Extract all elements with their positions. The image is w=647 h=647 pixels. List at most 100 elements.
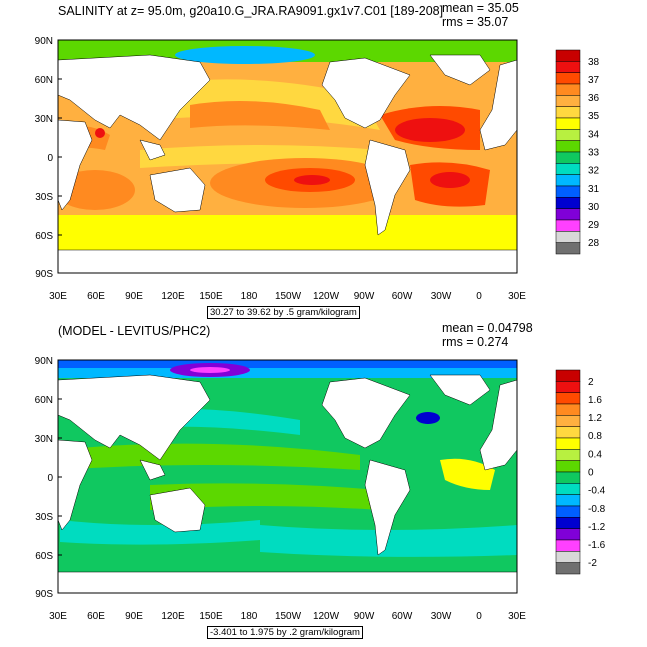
colorbar-swatch bbox=[555, 460, 581, 473]
y-tick-label: 60S bbox=[35, 231, 53, 242]
colorbar-swatch bbox=[555, 551, 581, 563]
x-tick-label: 120E bbox=[161, 291, 185, 302]
y-tick-label: 30S bbox=[35, 512, 53, 523]
colorbar-swatch bbox=[555, 83, 581, 96]
x-tick-label: 0 bbox=[476, 611, 482, 622]
colorbar-label: 31 bbox=[588, 184, 600, 195]
south-pacific-band bbox=[150, 483, 380, 510]
arctic-fresh-patch bbox=[175, 46, 315, 64]
colorbar-label: -1.2 bbox=[588, 522, 606, 533]
colorbar-swatch bbox=[555, 426, 581, 439]
mean-label: mean = 0.04798 bbox=[442, 321, 533, 335]
x-tick-label: 90W bbox=[354, 611, 375, 622]
x-tick-label: 30W bbox=[431, 291, 452, 302]
colorbar-label: 1.6 bbox=[588, 395, 602, 406]
colorbar-swatch bbox=[555, 49, 581, 62]
rms-label: rms = 0.274 bbox=[442, 335, 509, 349]
x-tick-label: 90E bbox=[125, 611, 143, 622]
x-tick-label: 60W bbox=[392, 611, 413, 622]
x-tick-label: 30E bbox=[508, 291, 526, 302]
colorbar-swatch bbox=[555, 72, 581, 85]
colorbar-label: 34 bbox=[588, 129, 600, 140]
x-tick-label: 0 bbox=[476, 291, 482, 302]
colorbar-label: 30 bbox=[588, 202, 600, 213]
colorbar-label: 0.8 bbox=[588, 431, 602, 442]
x-tick-label: 120W bbox=[313, 291, 340, 302]
colorbar-swatch bbox=[555, 449, 581, 461]
colorbar-swatch bbox=[555, 483, 581, 495]
colorbar-swatch bbox=[555, 106, 581, 119]
colorbar-label: 38 bbox=[588, 57, 600, 68]
x-tick-label: 90W bbox=[354, 291, 375, 302]
colorbar-swatch bbox=[555, 208, 581, 221]
x-tick-label: 150W bbox=[275, 291, 302, 302]
colorbar-label: 0 bbox=[588, 468, 594, 479]
colorbar-swatch bbox=[555, 471, 581, 484]
continents bbox=[58, 374, 517, 593]
colorbar-swatch bbox=[555, 117, 581, 130]
colorbar-swatch bbox=[555, 539, 581, 552]
southern-band-1 bbox=[60, 520, 260, 545]
southern-band-2 bbox=[260, 525, 517, 557]
colorbar-swatch bbox=[555, 140, 581, 153]
y-tick-label: 60N bbox=[35, 395, 53, 406]
colorbar-label: 37 bbox=[588, 75, 600, 86]
y-tick-label: 0 bbox=[47, 473, 53, 484]
x-tick-label: 150E bbox=[199, 291, 223, 302]
colorbar-label: 28 bbox=[588, 238, 600, 249]
difference-map-panel: (MODEL - LEVITUS/PHC2) mean = 0.04798 rm… bbox=[0, 320, 647, 640]
colorbar-swatch bbox=[555, 185, 581, 198]
tropical-atlantic-positive bbox=[440, 458, 495, 490]
colorbar-swatch bbox=[555, 197, 581, 209]
x-tick-label: 60E bbox=[87, 291, 105, 302]
colorbar-label: 29 bbox=[588, 220, 600, 231]
salinity-map-panel: SALINITY at z= 95.0m, g20a10.G_JRA.RA909… bbox=[0, 0, 647, 320]
x-tick-label: 60W bbox=[392, 291, 413, 302]
red-sea-max bbox=[95, 128, 105, 138]
contour-range-label: -3.401 to 1.975 by .2 gram/kilogram bbox=[207, 626, 363, 639]
colorbar-label: 32 bbox=[588, 166, 600, 177]
y-tick-label: 30N bbox=[35, 434, 53, 445]
colorbar-swatch bbox=[555, 151, 581, 164]
colorbar-swatch bbox=[555, 505, 581, 518]
colorbar-label: -0.4 bbox=[588, 486, 606, 497]
colorbar-swatch bbox=[555, 95, 581, 107]
salinity-map: 90N 60N 30N 0 30S 60S 90S 30E 60E 90E 12… bbox=[35, 36, 527, 302]
colorbar-label: 0.4 bbox=[588, 449, 602, 460]
rms-label: rms = 35.07 bbox=[442, 15, 509, 29]
colorbar-swatch bbox=[555, 437, 581, 450]
x-tick-label: 30E bbox=[508, 611, 526, 622]
y-tick-label: 30N bbox=[35, 114, 53, 125]
gulf-stream-anomaly bbox=[416, 412, 440, 424]
x-tick-label: 60E bbox=[87, 611, 105, 622]
x-tick-label: 30W bbox=[431, 611, 452, 622]
colorbar-swatch bbox=[555, 517, 581, 529]
colorbar-swatch bbox=[555, 381, 581, 393]
colorbar-swatch bbox=[555, 231, 581, 243]
colorbar-label: -0.8 bbox=[588, 504, 606, 515]
colorbar-swatch bbox=[555, 415, 581, 427]
x-tick-label: 120W bbox=[313, 611, 340, 622]
colorbar-label: -1.6 bbox=[588, 540, 606, 551]
colorbar-swatch bbox=[555, 494, 581, 507]
colorbar-label: 1.2 bbox=[588, 413, 602, 424]
contour-range-label: 30.27 to 39.62 by .5 gram/kilogram bbox=[207, 306, 360, 319]
arctic-deep-band bbox=[58, 360, 517, 368]
x-tick-label: 120E bbox=[161, 611, 185, 622]
colorbar-swatch bbox=[555, 163, 581, 175]
colorbar-swatch bbox=[555, 392, 581, 405]
subtropical-north-pacific bbox=[190, 101, 330, 130]
colorbar-label: -2 bbox=[588, 558, 597, 569]
indian-ocean-high bbox=[58, 170, 135, 210]
mean-label: mean = 35.05 bbox=[442, 1, 519, 15]
north-atlantic-core bbox=[395, 118, 465, 142]
colorbar-swatch bbox=[555, 242, 581, 255]
colorbar-swatch bbox=[555, 174, 581, 187]
colorbar-swatch bbox=[555, 403, 581, 416]
y-tick-label: 60N bbox=[35, 75, 53, 86]
colorbar-label: 36 bbox=[588, 93, 600, 104]
x-tick-label: 180 bbox=[241, 291, 258, 302]
colorbar-swatch bbox=[555, 369, 581, 382]
panel-title: (MODEL - LEVITUS/PHC2) bbox=[58, 324, 211, 338]
south-pacific-core bbox=[294, 175, 330, 185]
